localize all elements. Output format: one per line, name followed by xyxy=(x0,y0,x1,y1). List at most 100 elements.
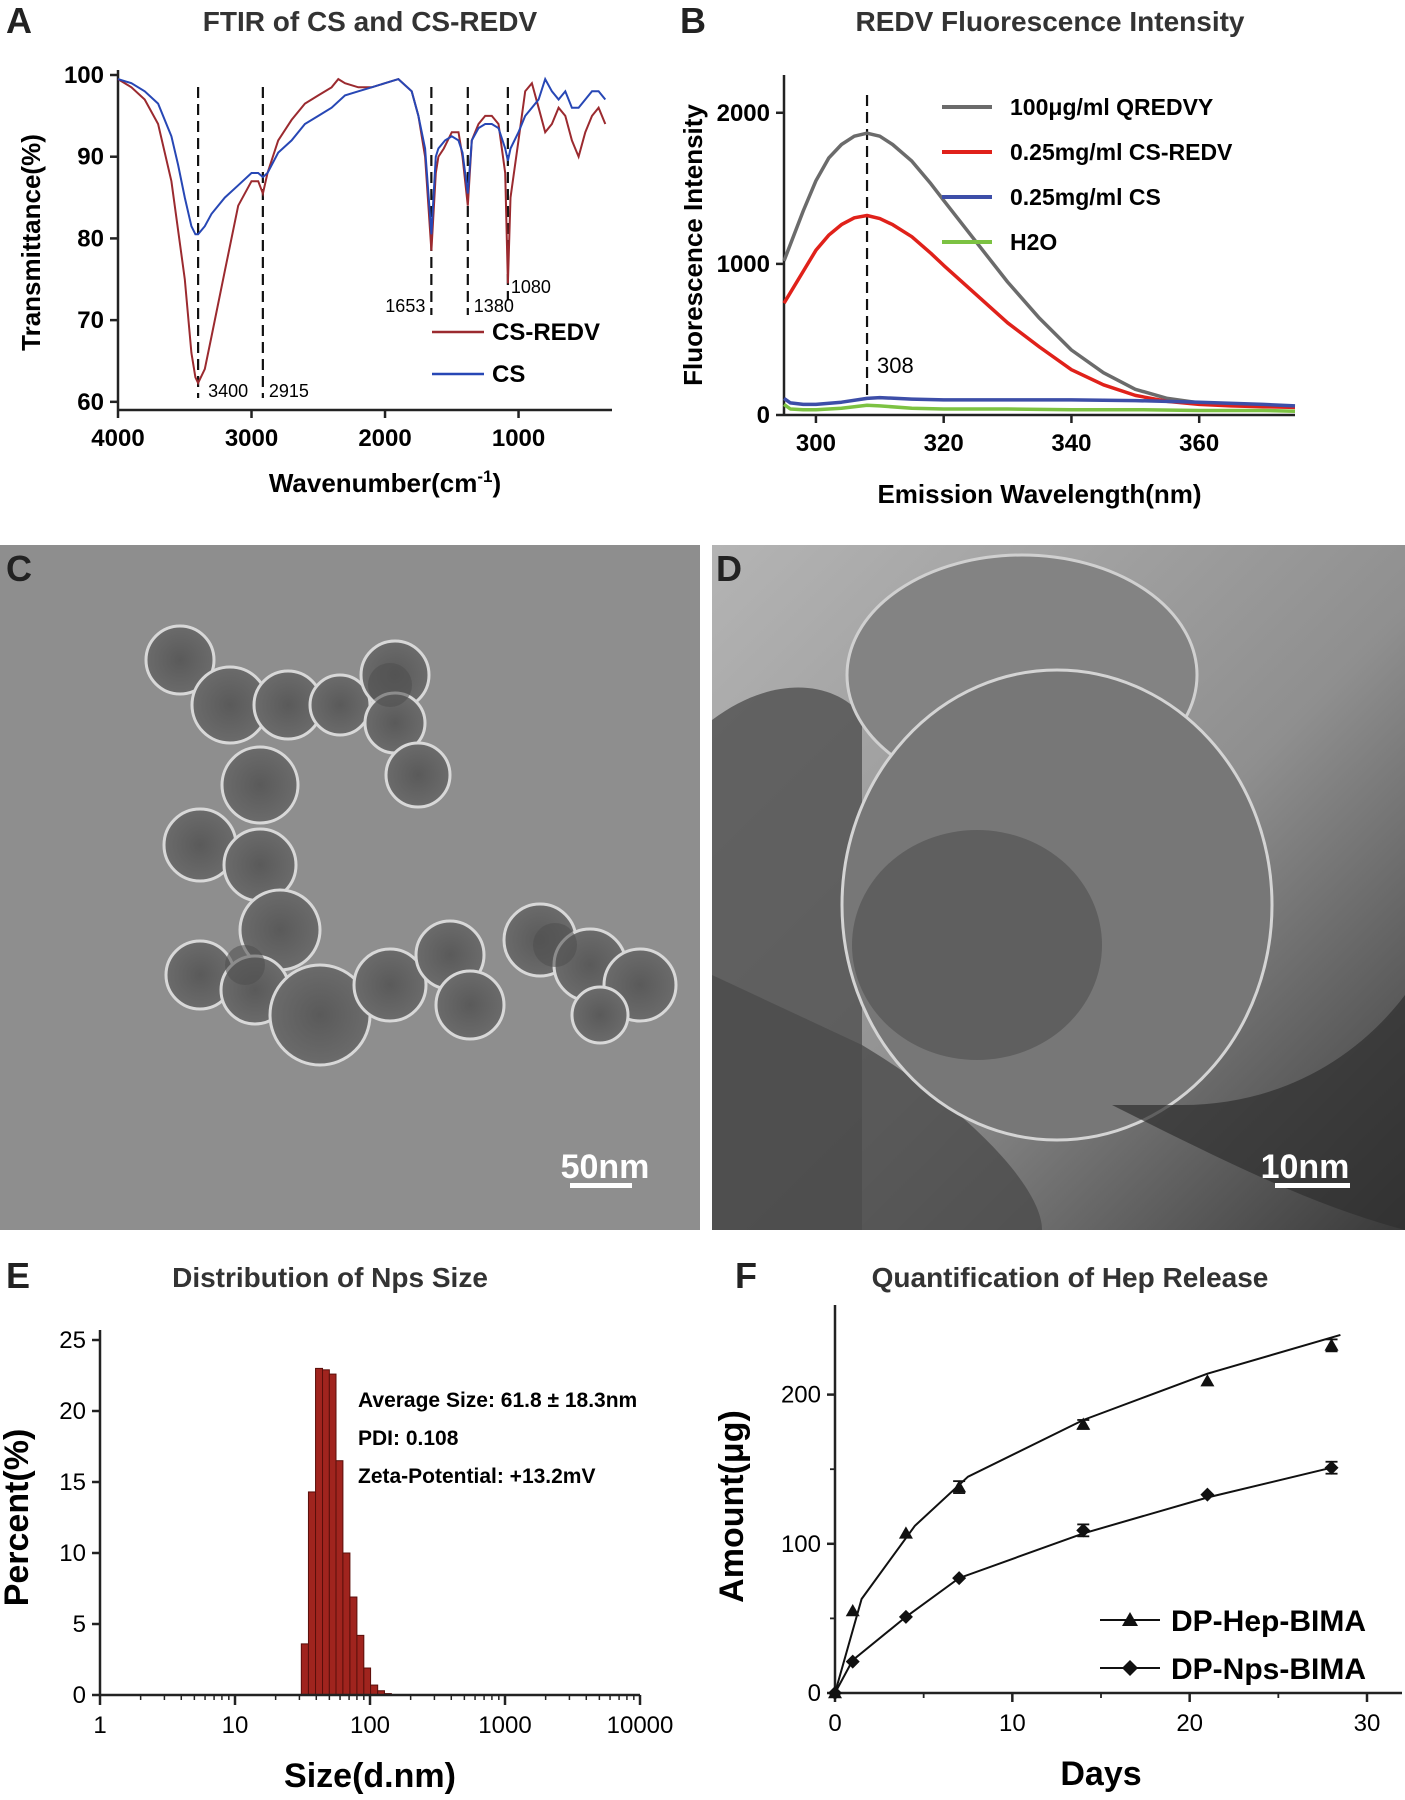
legend-marker-f xyxy=(1122,1612,1138,1626)
series-line-b-0 xyxy=(782,131,1296,409)
histogram-bar xyxy=(356,1634,365,1696)
size-distribution-chart: 0 5 10 15 20 25 1 10 100 1000 10000 Size(d.nm) Perce… xyxy=(0,1327,674,1795)
y-axis-title-b: Fluorescence Intensity xyxy=(680,104,708,386)
legend-label-f: DP-Hep-BIMA xyxy=(1171,1605,1366,1638)
x-tick-label-e: 1 xyxy=(93,1712,106,1739)
series-line-b-2 xyxy=(782,395,1296,408)
fluorescence-chart: 0 1000 2000 300 320 340 360 Emission Wavelength… xyxy=(680,75,1296,509)
panel-e-title: Distribution of Nps Size xyxy=(172,1262,488,1293)
series-line-a-1 xyxy=(117,76,607,236)
ftir-chart: 60 70 80 90 100 4000 3000 2000 1000 Wavenumber(cm… xyxy=(16,62,612,498)
hep-release-chart: 0 100 200 0 10 20 30 Days Amount(μg) DP-Hep-BIMA D… xyxy=(713,1305,1402,1793)
data-point-f-0 xyxy=(1076,1417,1091,1430)
x-tick-label-b: 340 xyxy=(1051,430,1091,457)
x-axis-title-f: Days xyxy=(1060,1755,1141,1793)
y-tick-label-e: 0 xyxy=(73,1682,86,1709)
panel-d-letter: D xyxy=(716,548,742,589)
legend-label-b: 0.25mg/ml CS xyxy=(1010,184,1161,210)
histogram-bar xyxy=(342,1552,351,1696)
histogram-bar xyxy=(300,1643,309,1696)
x-tick-label-b: 360 xyxy=(1179,430,1219,457)
tem-image-50nm xyxy=(0,545,700,1230)
panel-a-letter: A xyxy=(6,0,32,41)
data-point-f-1 xyxy=(1076,1523,1091,1538)
series-line-b-3 xyxy=(782,402,1296,413)
scalebar-10nm xyxy=(1275,1183,1350,1188)
y-axis-title-a: Transmittance(%) xyxy=(16,134,46,351)
y-tick-label-f: 100 xyxy=(781,1531,821,1558)
x-axis-title-tail: ) xyxy=(493,468,502,498)
data-point-f-1 xyxy=(898,1609,913,1624)
panel-f-letter: F xyxy=(735,1255,757,1296)
x-axis-title-b: Emission Wavelength(nm) xyxy=(877,479,1201,509)
peak-label-a: 3400 xyxy=(208,381,248,401)
x-tick-label-f: 10 xyxy=(999,1710,1026,1737)
y-tick-label-a: 90 xyxy=(77,144,104,171)
x-tick-label-a: 3000 xyxy=(225,425,278,452)
peak-label-a: 2915 xyxy=(269,381,309,401)
histogram-bar xyxy=(349,1596,358,1696)
x-tick-label-e: 10000 xyxy=(607,1712,674,1739)
annotation-e: Zeta-Potential: +13.2mV xyxy=(358,1465,596,1488)
panel-b-letter: B xyxy=(680,0,706,41)
tem-c-particles xyxy=(144,624,678,1067)
tem-c-drawing xyxy=(0,545,700,1230)
data-point-f-1 xyxy=(828,1686,842,1700)
x-tick-label-e: 1000 xyxy=(478,1712,531,1739)
histogram-bar xyxy=(328,1373,337,1696)
x-tick-label-f: 0 xyxy=(828,1710,841,1737)
y-tick-label-f: 200 xyxy=(781,1382,821,1409)
x-tick-label-f: 20 xyxy=(1176,1710,1203,1737)
histogram-bar xyxy=(322,1369,330,1696)
y-tick-label-a: 80 xyxy=(77,225,104,252)
x-tick-label-a: 1000 xyxy=(492,425,545,452)
x-axis-title-sup: -1 xyxy=(477,467,492,486)
y-tick-label-e: 5 xyxy=(73,1611,86,1638)
x-axis-title-main: Wavenumber(cm xyxy=(269,468,478,498)
y-tick-label-e: 20 xyxy=(59,1398,86,1425)
scalebar-50nm-label: 50nm xyxy=(560,1148,650,1186)
y-tick-label-f: 0 xyxy=(808,1680,821,1707)
data-point-f-0 xyxy=(845,1603,860,1617)
y-axis-title-f: Amount(μg) xyxy=(713,1410,751,1603)
histogram-bar xyxy=(335,1460,344,1696)
peak-label-a: 1380 xyxy=(474,296,514,316)
data-point-f-1 xyxy=(845,1654,860,1669)
panel-e-letter: E xyxy=(6,1255,31,1296)
y-tick-label-b: 0 xyxy=(757,402,770,429)
annotation-e: Average Size: 61.8 ± 18.3nm xyxy=(358,1389,637,1412)
data-point-f-1 xyxy=(1200,1487,1215,1502)
y-axis-title-e: Percent(%) xyxy=(0,1429,36,1607)
data-point-f-0 xyxy=(1324,1338,1339,1351)
x-tick-label-f: 30 xyxy=(1354,1710,1381,1737)
x-tick-label-a: 2000 xyxy=(358,425,411,452)
legend-label-b: 0.25mg/ml CS-REDV xyxy=(1010,139,1233,165)
data-point-f-0 xyxy=(952,1480,967,1493)
fit-line-f-0 xyxy=(834,1333,1341,1694)
x-axis-title-a: Wavenumber(cm-1) xyxy=(269,467,501,498)
histogram-bar xyxy=(315,1367,324,1696)
x-tick-label-b: 320 xyxy=(924,430,964,457)
panel-a-title: FTIR of CS and CS-REDV xyxy=(202,6,538,37)
y-tick-label-b: 1000 xyxy=(717,251,770,278)
data-point-f-1 xyxy=(1324,1460,1339,1475)
panel-f-title: Quantification of Hep Release xyxy=(871,1262,1269,1293)
data-point-f-0 xyxy=(898,1526,913,1539)
y-tick-label-a: 70 xyxy=(77,307,104,334)
legend-marker-f xyxy=(1122,1660,1138,1676)
x-axis-title-e: Size(d.nm) xyxy=(284,1757,456,1795)
panel-b-title: REDV Fluorescence Intensity xyxy=(855,6,1245,37)
x-tick-label-e: 10 xyxy=(222,1712,249,1739)
y-tick-label-e: 25 xyxy=(59,1327,86,1354)
y-tick-label-b: 2000 xyxy=(717,100,770,127)
legend-label-b: H2O xyxy=(1010,229,1057,255)
data-point-f-0 xyxy=(1200,1374,1215,1387)
histogram-bar xyxy=(307,1491,317,1696)
histogram-bar xyxy=(370,1684,379,1696)
peak-label-a: 1080 xyxy=(511,277,551,297)
peak-label-b: 308 xyxy=(877,353,914,378)
scalebar-10nm-label: 10nm xyxy=(1260,1148,1350,1186)
legend-label-f: DP-Nps-BIMA xyxy=(1171,1653,1366,1686)
legend-label-a: CS-REDV xyxy=(492,319,600,346)
peak-label-a: 1653 xyxy=(385,296,425,316)
